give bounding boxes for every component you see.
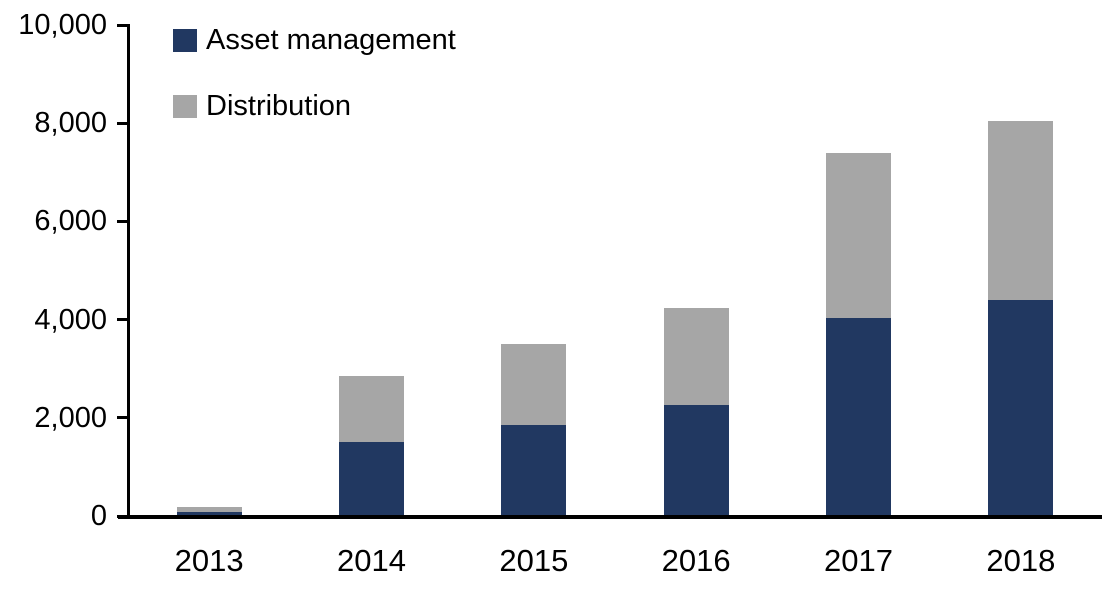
legend-swatch-distribution-icon <box>173 95 197 118</box>
legend-label-distribution: Distribution <box>206 90 352 122</box>
y-tick-label: 10,000 <box>18 9 107 41</box>
legend-item-distribution: Distribution <box>173 90 456 122</box>
legend-item-asset-management: Asset management <box>173 24 456 56</box>
legend-swatch-asset-management-icon <box>173 29 197 52</box>
bar-segment-distribution-2013 <box>176 507 242 513</box>
y-axis-tick <box>117 318 128 322</box>
y-axis-tick <box>117 121 128 125</box>
x-tick-label-2018: 2018 <box>986 543 1056 578</box>
x-tick-label-2015: 2015 <box>499 543 569 578</box>
x-tick-label-2013: 2013 <box>174 543 244 578</box>
bar-segment-distribution-2016 <box>663 307 729 405</box>
y-axis-line <box>127 24 130 516</box>
bar-segment-asset-management-2017 <box>826 318 891 516</box>
legend-label-asset-management: Asset management <box>206 24 456 56</box>
bar-segment-distribution-2014 <box>339 376 404 443</box>
bar-segment-distribution-2015 <box>501 344 567 426</box>
bar-segment-asset-management-2013 <box>176 512 242 516</box>
bar-segment-distribution-2017 <box>826 152 891 319</box>
y-tick-label: 2,000 <box>34 401 107 434</box>
x-axis-line <box>118 515 1102 519</box>
bar-segment-asset-management-2018 <box>988 299 1054 516</box>
chart-legend: Asset management Distribution <box>173 24 456 160</box>
y-tick-label: 6,000 <box>34 205 107 238</box>
bar-segment-distribution-2018 <box>988 120 1054 300</box>
bar-segment-asset-management-2016 <box>663 404 729 516</box>
x-tick-label-2014: 2014 <box>337 543 406 578</box>
x-tick-label-2017: 2017 <box>824 543 893 578</box>
y-axis-tick <box>117 23 128 27</box>
y-axis-tick <box>117 219 128 223</box>
y-tick-label: 0 <box>90 500 107 532</box>
x-tick-label-2016: 2016 <box>661 543 731 578</box>
y-tick-label: 4,000 <box>34 303 107 336</box>
y-tick-label: 8,000 <box>34 107 107 140</box>
bar-segment-asset-management-2015 <box>501 425 567 516</box>
y-axis-tick <box>117 416 128 420</box>
bar-segment-asset-management-2014 <box>339 442 404 516</box>
